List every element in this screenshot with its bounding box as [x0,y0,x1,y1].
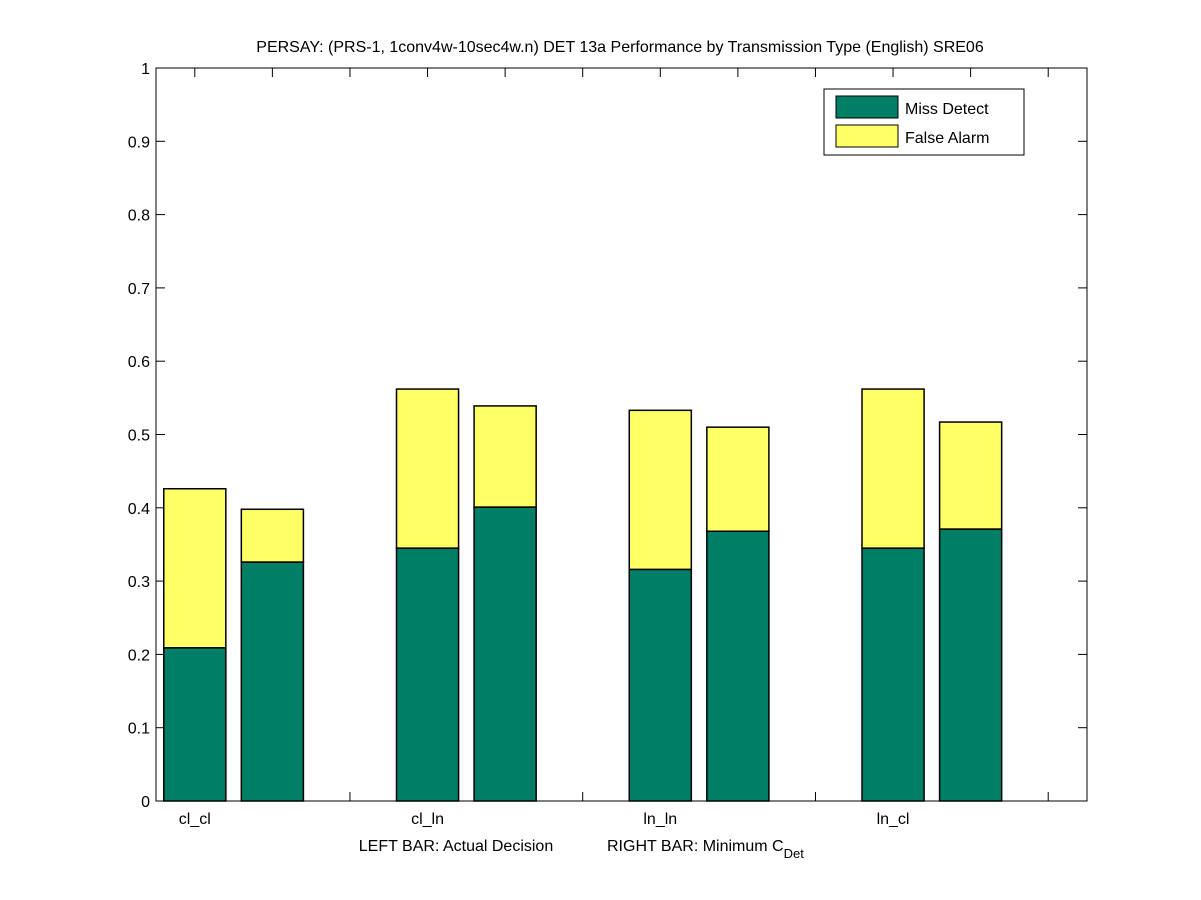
x-tick-labels: cl_cl cl_ln ln_ln ln_cl [179,811,910,828]
bar-ln_cl-minimum-false-alarm [938,421,1003,530]
bar-cl_ln-minimum-miss-detect [473,506,537,802]
legend: Miss Detect False Alarm [823,88,1025,156]
bar-cl_cl-minimum-false-alarm [240,508,305,563]
y-tick-label: 0.4 [128,501,150,518]
bars [163,388,1003,802]
bar-ln_ln-actual-miss-detect [628,568,693,802]
legend-label-miss-detect: Miss Detect [905,101,989,118]
y-tick-label: 0 [141,794,150,811]
bar-ln_cl-actual-false-alarm [861,388,925,549]
x-tick-label-ln_cl: ln_cl [877,811,910,828]
axes-outline [155,67,1088,802]
bar-ln_ln-actual-false-alarm [628,409,693,571]
x-tick-label-cl_ln: cl_ln [411,811,444,828]
y-tick-label: 0.1 [128,721,150,738]
x-tick-label-ln_ln: ln_ln [643,811,677,828]
y-tick-label: 0.2 [128,647,150,664]
legend-swatch-miss-detect [835,95,899,119]
y-tick-label: 0.3 [128,574,150,591]
legend-label-false-alarm: False Alarm [905,130,989,147]
bar-ln_ln-minimum-miss-detect [706,530,770,802]
bar-ln_ln-minimum-false-alarm [706,426,770,533]
y-tick-label: 0.6 [128,354,150,371]
x-label-right: RIGHT BAR: Minimum CDet [607,838,804,861]
y-tick-label: 1 [141,61,150,78]
bar-cl_cl-actual-false-alarm [163,487,227,649]
bar-cl_ln-actual-miss-detect [395,547,460,802]
y-tick-label: 0.8 [128,208,150,225]
x-label-left: LEFT BAR: Actual Decision [359,838,553,855]
x-label-subscript: Det [784,846,805,861]
bar-cl_ln-minimum-false-alarm [473,405,537,508]
y-tick-label: 0.5 [128,428,150,445]
y-tick-label: 0.7 [128,281,150,298]
y-tick-labels: 0 0.1 0.2 0.3 0.4 0.5 0.6 0.7 0.8 0.9 1 [128,61,150,811]
bar-cl_ln-actual-false-alarm [395,388,460,549]
bar-cl_cl-actual-miss-detect [163,647,227,802]
x-label-right-main: RIGHT BAR: Minimum C [607,838,784,855]
bar-ln_cl-minimum-miss-detect [938,528,1003,802]
plot-background [156,68,1087,801]
plot-area [156,68,1087,801]
legend-swatch-false-alarm [835,124,899,148]
y-tick-label: 0.9 [128,134,150,151]
x-tick-label-cl_cl: cl_cl [179,811,211,828]
bar-ln_cl-actual-miss-detect [861,547,925,802]
chart-title: PERSAY: (PRS-1, 1conv4w-10sec4w.n) DET 1… [256,39,984,56]
bar-cl_cl-minimum-miss-detect [240,561,305,802]
